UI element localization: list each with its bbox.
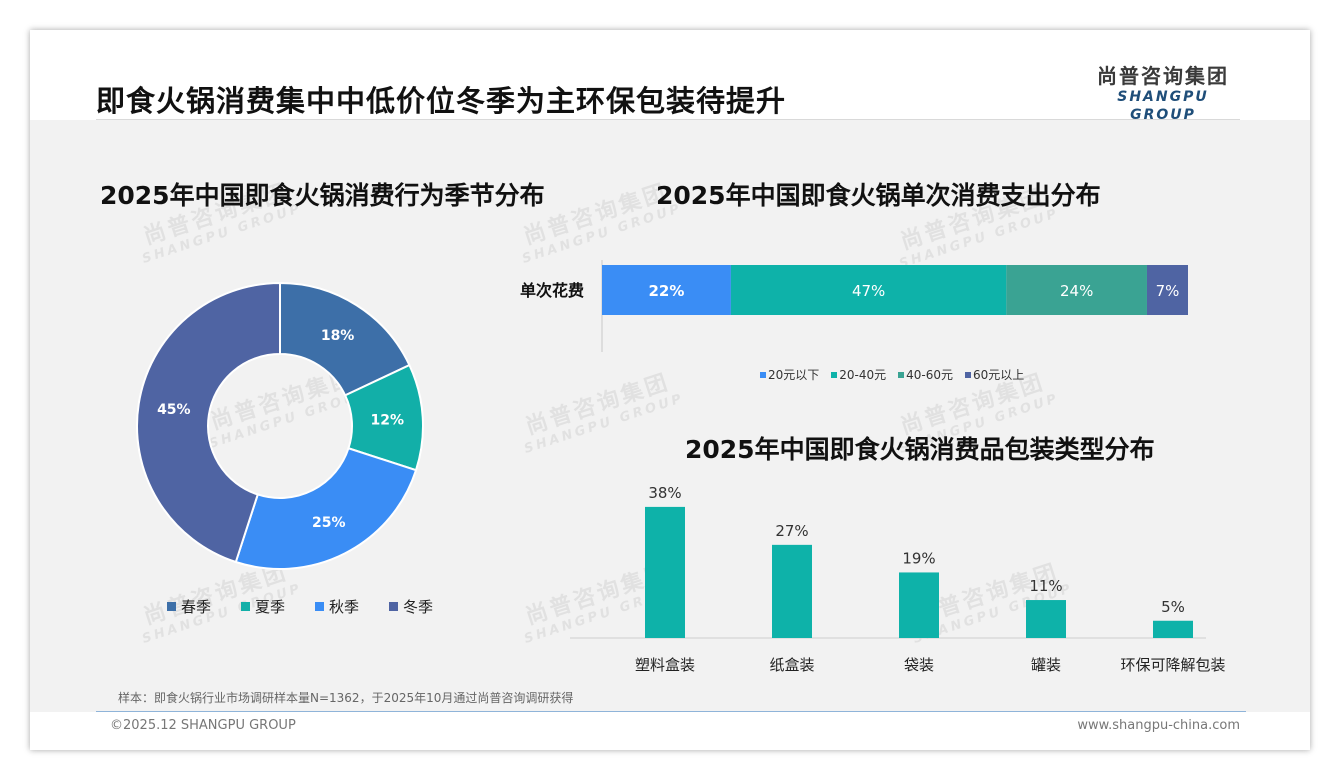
bar [899,572,939,638]
donut-data-label: 12% [371,412,405,428]
bar-data-label: 11% [1029,577,1062,595]
stacked-bar-segment [730,265,1007,315]
packaging-chart-title: 2025年中国即食火锅消费品包装类型分布 [685,435,1155,464]
legend-label: 20元以下 [768,368,820,382]
bar [645,506,685,638]
bar [1026,600,1066,638]
category-label: 单次花费 [520,281,584,300]
legend-swatch [241,602,251,611]
title-divider [96,119,1240,120]
legend-item: 冬季 [389,596,433,617]
watermark: 尚普咨询集团 SHANGPU GROUP [515,368,686,458]
logo-en-text: SHANGPU GROUP [1117,89,1209,123]
legend-swatch [831,371,838,378]
season-legend: 春季 夏季 秋季 冬季 [167,596,433,617]
season-donut-chart: 18% 12% 25% 45% [136,281,424,570]
legend-item: 20元以下 [760,366,819,383]
spend-legend: 20元以下 20-40元 40-60元 60元以上 [760,366,1024,383]
legend-swatch [965,371,972,378]
stacked-bar-segment [1146,265,1188,315]
donut-data-label: 18% [321,328,355,344]
page-title: 即食火锅消费集中中低价位冬季为主环保包装待提升 [96,84,787,118]
segment-data-label: 47% [852,282,885,300]
legend-swatch [760,371,766,378]
segment-data-label: 24% [1060,282,1093,300]
copyright: ©2025.12 SHANGPU GROUP [110,718,296,733]
footer-divider [96,711,1246,712]
legend-item: 20-40元 [831,366,886,383]
legend-item: 夏季 [241,596,285,617]
donut-slice [234,446,418,570]
legend-swatch [898,371,905,378]
legend-item: 春季 [167,596,211,617]
spend-stacked-bar-chart: 单次花费 22% 47% 24% 7% [520,260,1188,352]
legend-swatch [389,602,399,611]
legend-item: 40-60元 [898,366,953,383]
watermark-en: SHANGPU GROUP [522,390,687,457]
legend-label: 40-60元 [906,368,954,382]
bar-data-label: 38% [648,484,681,502]
packaging-bar-chart: 38% 27% 19% 11% 5% [570,484,1206,639]
company-logo: 尚普咨询集团 SHANGPU GROUP [1088,64,1238,124]
bar-data-label: 27% [775,522,808,540]
spend-chart-title: 2025年中国即食火锅单次消费支出分布 [656,181,1101,210]
category-label: 罐装 [1030,656,1061,674]
legend-swatch [315,602,325,611]
legend-item: 60元以上 [965,366,1024,383]
segment-data-label: 7% [1156,282,1180,300]
logo-cn-text: 尚普咨询集团 [1097,64,1229,88]
legend-label: 秋季 [329,598,360,616]
donut-chart-title: 2025年中国即食火锅消费行为季节分布 [100,181,545,210]
donut-data-label: 25% [312,515,346,531]
stacked-bar-segment [602,265,731,315]
category-label: 环保可降解包装 [1120,656,1226,674]
donut-slice [279,281,411,397]
category-label: 纸盒装 [769,656,815,674]
bar [1153,620,1193,638]
website-link[interactable]: www.shangpu-china.com [1077,718,1240,733]
legend-label: 20-40元 [839,368,887,382]
donut-data-label: 45% [157,402,191,418]
slide: 即食火锅消费集中中低价位冬季为主环保包装待提升 尚普咨询集团 SHANGPU G… [30,30,1310,750]
footnote: 样本：即食火锅行业市场调研样本量N=1362，于2025年10月通过尚普咨询调研… [118,691,574,705]
category-label: 袋装 [903,656,934,674]
watermark-cn: 尚普咨询集团 [522,369,674,440]
segment-data-label: 22% [649,282,685,300]
bar [772,544,812,638]
header-band [30,30,1310,120]
legend-label: 冬季 [403,598,434,616]
legend-label: 春季 [181,598,212,616]
stacked-bar-segment [1006,265,1147,315]
legend-label: 60元以上 [973,368,1025,382]
bar-data-label: 5% [1161,598,1185,616]
bar-data-label: 19% [902,549,935,567]
legend-item: 秋季 [315,596,359,617]
legend-swatch [167,602,176,611]
legend-label: 夏季 [255,598,286,616]
donut-slice [136,281,281,564]
footer-band [30,712,1310,750]
category-label: 塑料盒装 [634,656,695,674]
